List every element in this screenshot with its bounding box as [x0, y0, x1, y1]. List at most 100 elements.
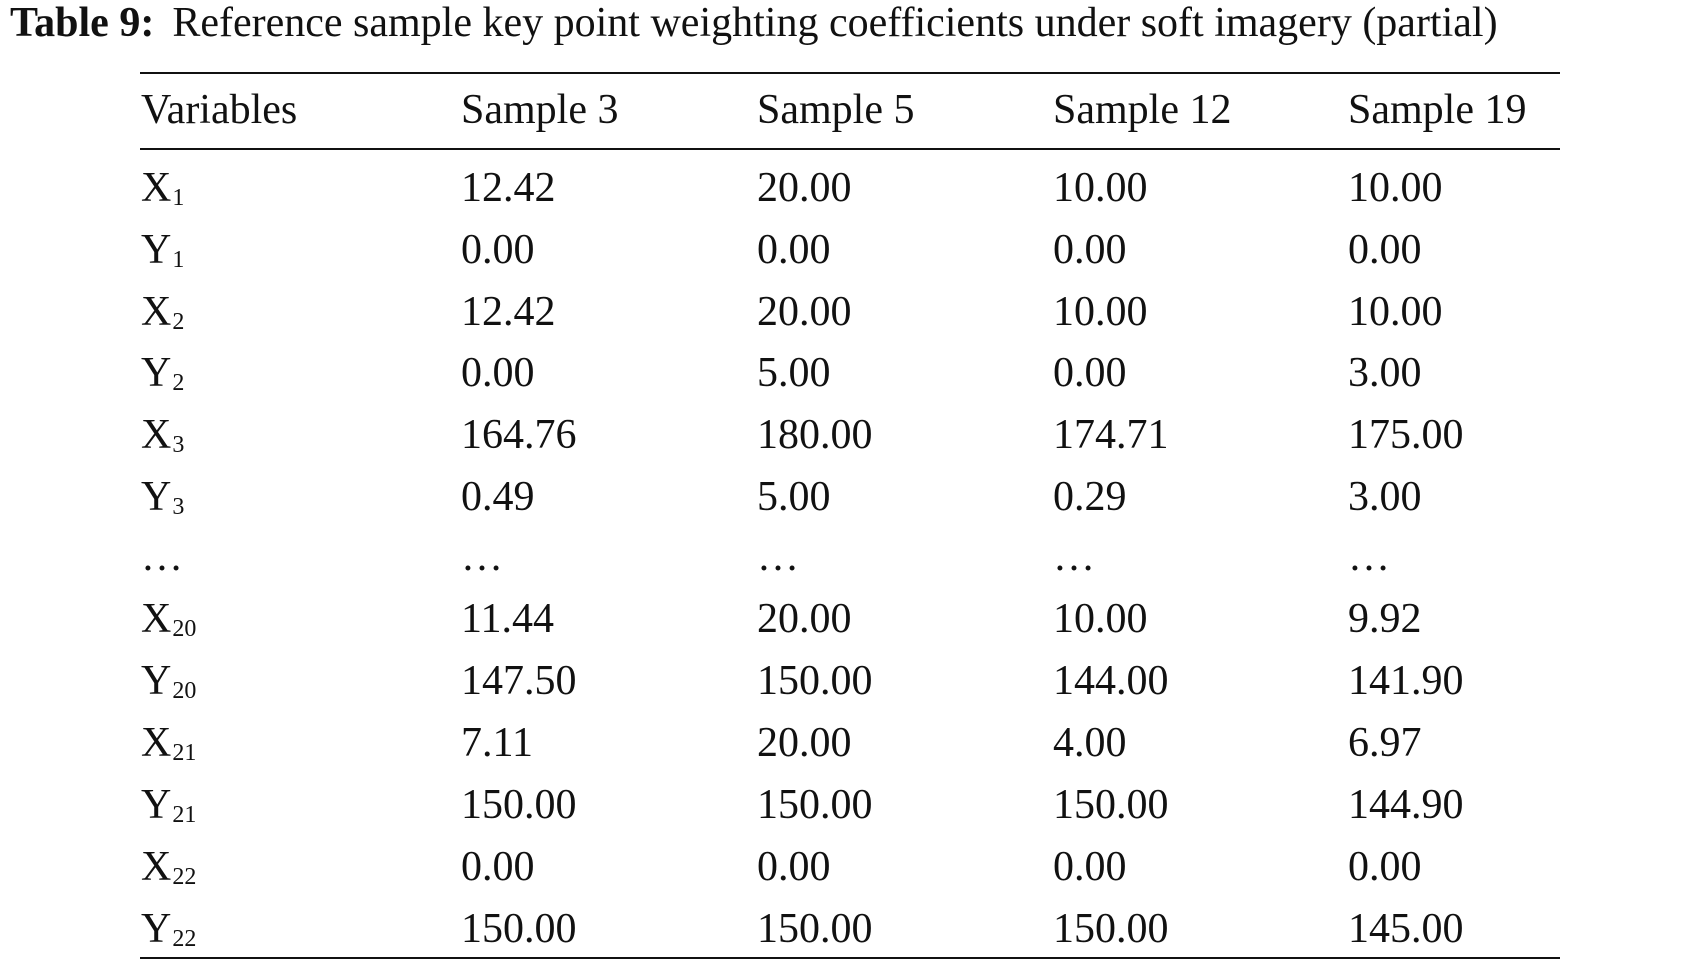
value-cell: 0.00	[461, 844, 535, 890]
variable-subscript: 1	[172, 185, 185, 211]
value-cell: 150.00	[1053, 906, 1169, 952]
value-cell: …	[461, 534, 509, 580]
value-cell: 12.42	[461, 289, 556, 335]
value-cell: 20.00	[757, 165, 852, 211]
table-caption-label: Table 9:	[10, 0, 155, 46]
variable-cell: X3	[141, 411, 184, 459]
value-cell: 20.00	[757, 720, 852, 766]
value-cell: 12.42	[461, 165, 556, 211]
variable-cell: X21	[141, 719, 196, 767]
variable-subscript: 20	[172, 616, 197, 642]
variable-symbol: Y	[141, 782, 172, 828]
value-cell: 5.00	[757, 474, 831, 520]
value-cell: 3.00	[1348, 474, 1422, 520]
table-header-rule	[140, 148, 1560, 150]
value-cell: …	[757, 534, 805, 580]
variable-symbol: Y	[141, 350, 172, 396]
value-cell: 144.00	[1053, 658, 1169, 704]
variable-symbol: Y	[141, 658, 172, 704]
value-cell: 147.50	[461, 658, 577, 704]
value-cell: 10.00	[1053, 596, 1148, 642]
value-cell: 10.00	[1053, 165, 1148, 211]
variable-symbol: X	[141, 596, 172, 642]
variable-symbol: X	[141, 412, 172, 458]
value-cell: 0.00	[757, 844, 831, 890]
variable-symbol: Y	[141, 474, 172, 520]
value-cell: 0.00	[1053, 844, 1127, 890]
value-cell: 3.00	[1348, 350, 1422, 396]
value-cell: 7.11	[461, 720, 533, 766]
table-top-rule	[140, 72, 1560, 74]
variable-subscript: 3	[172, 432, 185, 458]
value-cell: 150.00	[1053, 782, 1169, 828]
variable-symbol: X	[141, 844, 172, 890]
value-cell: 180.00	[757, 412, 873, 458]
value-cell: 0.49	[461, 474, 535, 520]
variable-cell: X2	[141, 288, 184, 336]
value-cell: …	[1348, 534, 1396, 580]
table-caption: Table 9: Reference sample key point weigh…	[10, 0, 1498, 50]
value-cell: 141.90	[1348, 658, 1464, 704]
header-sample-19: Sample 19	[1348, 87, 1527, 133]
value-cell: 145.00	[1348, 906, 1464, 952]
value-cell: 11.44	[461, 596, 554, 642]
value-cell: 20.00	[757, 596, 852, 642]
value-cell: 0.00	[1053, 350, 1127, 396]
variable-symbol: Y	[141, 906, 172, 952]
value-cell: 150.00	[461, 782, 577, 828]
variable-subscript: 21	[172, 740, 197, 766]
variable-symbol: X	[141, 165, 172, 211]
header-sample-5: Sample 5	[757, 87, 915, 133]
value-cell: 150.00	[461, 906, 577, 952]
variable-subscript: 2	[172, 309, 185, 335]
variable-symbol: X	[141, 289, 172, 335]
value-cell: 150.00	[757, 658, 873, 704]
value-cell: 6.97	[1348, 720, 1422, 766]
value-cell: 4.00	[1053, 720, 1127, 766]
variable-cell: Y20	[141, 657, 196, 705]
value-cell: 164.76	[461, 412, 577, 458]
variable-subscript: 20	[172, 678, 197, 704]
value-cell: 0.00	[1053, 227, 1127, 273]
value-cell: 144.90	[1348, 782, 1464, 828]
value-cell: 0.00	[461, 350, 535, 396]
variable-symbol: X	[141, 720, 172, 766]
value-cell: 0.29	[1053, 474, 1127, 520]
header-sample-12: Sample 12	[1053, 87, 1232, 133]
table-bottom-rule	[140, 957, 1560, 959]
variable-cell: Y2	[141, 349, 184, 397]
variable-subscript: 1	[172, 247, 185, 273]
value-cell: 0.00	[757, 227, 831, 273]
variable-cell: X1	[141, 164, 184, 212]
value-cell: 175.00	[1348, 412, 1464, 458]
variable-subscript: 22	[172, 926, 197, 952]
variable-symbol: …	[141, 534, 189, 580]
value-cell: 5.00	[757, 350, 831, 396]
value-cell: 0.00	[1348, 227, 1422, 273]
variable-symbol: Y	[141, 227, 172, 273]
header-sample-3: Sample 3	[461, 87, 619, 133]
variable-cell: Y1	[141, 226, 184, 274]
variable-cell: Y22	[141, 905, 196, 953]
variable-subscript: 2	[172, 370, 185, 396]
value-cell: 0.00	[461, 227, 535, 273]
value-cell: 20.00	[757, 289, 852, 335]
value-cell: 10.00	[1348, 165, 1443, 211]
value-cell: 150.00	[757, 906, 873, 952]
variable-subscript: 22	[172, 864, 197, 890]
variable-cell: Y21	[141, 781, 196, 829]
value-cell: 150.00	[757, 782, 873, 828]
value-cell: 174.71	[1053, 412, 1169, 458]
variable-cell: Y3	[141, 473, 184, 521]
variable-cell: X22	[141, 843, 196, 891]
table-caption-text: Reference sample key point weighting coe…	[172, 0, 1498, 46]
variable-subscript: 21	[172, 802, 197, 828]
value-cell: 10.00	[1348, 289, 1443, 335]
value-cell: 0.00	[1348, 844, 1422, 890]
variable-cell: …	[141, 533, 189, 581]
header-variables: Variables	[141, 87, 298, 133]
variable-cell: X20	[141, 595, 196, 643]
value-cell: …	[1053, 534, 1101, 580]
value-cell: 10.00	[1053, 289, 1148, 335]
value-cell: 9.92	[1348, 596, 1422, 642]
